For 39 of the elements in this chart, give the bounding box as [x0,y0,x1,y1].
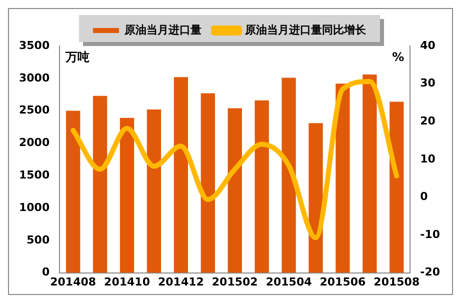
x-tick-label: 201506 [320,275,366,288]
bar [146,110,162,273]
y-tick-label: 500 [26,233,50,246]
y-tick-label: 1500 [18,168,50,182]
y-tick-label: 3000 [18,71,50,84]
legend-label: 原油当月进口量同比增长 [244,23,367,36]
y-tick-label: 1000 [18,200,50,214]
x-tick-label: 201412 [158,275,204,288]
bar [390,102,404,273]
bar [228,108,242,273]
bar [282,78,296,273]
y-tick-label: 0 [42,266,50,279]
bar [200,93,215,273]
x-tick-label: 201408 [50,275,96,288]
y-tick-label: 2500 [18,104,50,117]
x-tick-label: 201410 [104,275,150,288]
x-tick-label: 201508 [374,275,420,288]
y2-tick-label: 30 [420,76,436,90]
y2-tick-label: 0 [420,190,428,204]
bar [120,118,134,273]
y2-axis-title: % [392,50,404,64]
y2-tick-label: -20 [420,266,440,279]
bar [92,96,108,273]
y-tick-label: 3500 [18,38,50,52]
y-tick-label: 2000 [18,136,50,150]
y2-tick-label: -10 [420,228,440,241]
y2-tick-label: 20 [420,114,436,128]
x-tick-label: 201502 [212,275,258,288]
y-axis-title: 万吨 [64,50,90,64]
bar [174,77,188,273]
bar [308,123,323,273]
bar [254,100,269,273]
legend-label: 原油当月进口量 [124,23,202,36]
x-tick-label: 201504 [266,275,312,288]
y2-tick-label: 10 [420,152,436,166]
bar [66,110,80,273]
bar [362,74,377,273]
y2-tick-label: 40 [420,38,436,52]
bar [336,84,350,273]
